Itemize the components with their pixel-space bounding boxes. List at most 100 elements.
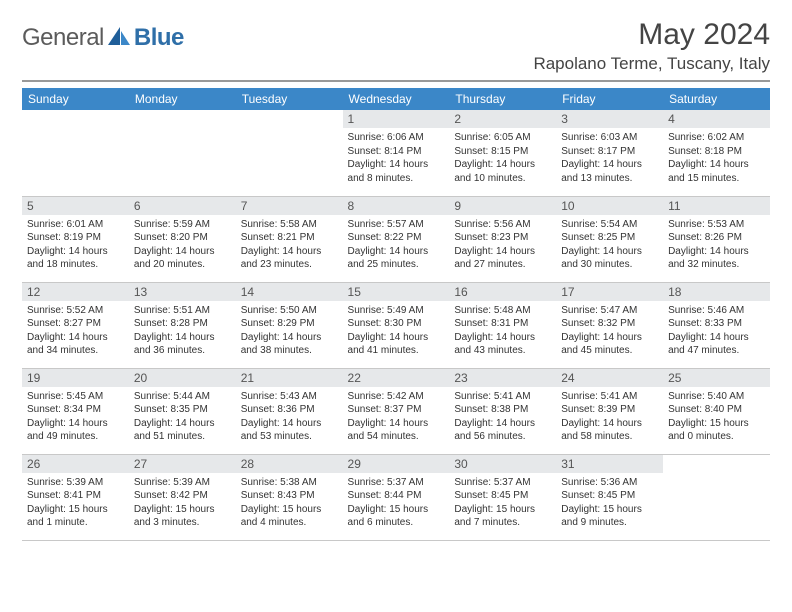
calendar-cell: [663, 454, 770, 540]
weekday-header: Saturday: [663, 88, 770, 110]
calendar-cell: 4Sunrise: 6:02 AMSunset: 8:18 PMDaylight…: [663, 110, 770, 196]
calendar-cell: 15Sunrise: 5:49 AMSunset: 8:30 PMDayligh…: [343, 282, 450, 368]
day-info-line: Sunrise: 5:56 AM: [454, 218, 551, 232]
day-info: Sunrise: 5:37 AMSunset: 8:44 PMDaylight:…: [343, 473, 450, 532]
weekday-header: Wednesday: [343, 88, 450, 110]
day-number: 8: [343, 197, 450, 215]
calendar-row: 5Sunrise: 6:01 AMSunset: 8:19 PMDaylight…: [22, 196, 770, 282]
day-info: Sunrise: 5:56 AMSunset: 8:23 PMDaylight:…: [449, 215, 556, 274]
weekday-header: Thursday: [449, 88, 556, 110]
calendar-row: 12Sunrise: 5:52 AMSunset: 8:27 PMDayligh…: [22, 282, 770, 368]
day-info-line: Sunset: 8:41 PM: [27, 489, 124, 503]
day-info-line: Sunset: 8:17 PM: [561, 145, 658, 159]
day-info: Sunrise: 5:44 AMSunset: 8:35 PMDaylight:…: [129, 387, 236, 446]
day-info-line: Sunset: 8:45 PM: [561, 489, 658, 503]
day-info: Sunrise: 6:01 AMSunset: 8:19 PMDaylight:…: [22, 215, 129, 274]
day-info-line: Sunset: 8:34 PM: [27, 403, 124, 417]
day-info-line: Daylight: 15 hours and 0 minutes.: [668, 417, 765, 444]
day-info-line: Daylight: 14 hours and 56 minutes.: [454, 417, 551, 444]
day-info-line: Sunrise: 6:03 AM: [561, 131, 658, 145]
day-info-line: Sunset: 8:27 PM: [27, 317, 124, 331]
day-info: Sunrise: 5:40 AMSunset: 8:40 PMDaylight:…: [663, 387, 770, 446]
day-number: 10: [556, 197, 663, 215]
day-info: Sunrise: 5:36 AMSunset: 8:45 PMDaylight:…: [556, 473, 663, 532]
calendar-cell: 9Sunrise: 5:56 AMSunset: 8:23 PMDaylight…: [449, 196, 556, 282]
day-number: 13: [129, 283, 236, 301]
day-info-line: Daylight: 14 hours and 13 minutes.: [561, 158, 658, 185]
day-info-line: Sunrise: 5:44 AM: [134, 390, 231, 404]
day-info-line: Sunset: 8:45 PM: [454, 489, 551, 503]
header: General Blue May 2024 Rapolano Terme, Tu…: [22, 18, 770, 74]
calendar-cell: 2Sunrise: 6:05 AMSunset: 8:15 PMDaylight…: [449, 110, 556, 196]
day-info-line: Sunrise: 5:54 AM: [561, 218, 658, 232]
day-info: Sunrise: 5:45 AMSunset: 8:34 PMDaylight:…: [22, 387, 129, 446]
day-info-line: Sunset: 8:19 PM: [27, 231, 124, 245]
day-info: Sunrise: 6:05 AMSunset: 8:15 PMDaylight:…: [449, 128, 556, 187]
day-number: 4: [663, 110, 770, 128]
day-number: 26: [22, 455, 129, 473]
calendar-cell: 18Sunrise: 5:46 AMSunset: 8:33 PMDayligh…: [663, 282, 770, 368]
day-info-line: Daylight: 14 hours and 18 minutes.: [27, 245, 124, 272]
calendar-cell: 12Sunrise: 5:52 AMSunset: 8:27 PMDayligh…: [22, 282, 129, 368]
day-number: 9: [449, 197, 556, 215]
day-info-line: Sunrise: 5:39 AM: [27, 476, 124, 490]
day-info-line: Daylight: 14 hours and 25 minutes.: [348, 245, 445, 272]
calendar-cell: 14Sunrise: 5:50 AMSunset: 8:29 PMDayligh…: [236, 282, 343, 368]
weekday-header: Tuesday: [236, 88, 343, 110]
day-info-line: Daylight: 14 hours and 36 minutes.: [134, 331, 231, 358]
day-info-line: Daylight: 14 hours and 20 minutes.: [134, 245, 231, 272]
day-info-line: Sunset: 8:15 PM: [454, 145, 551, 159]
day-info-line: Sunset: 8:40 PM: [668, 403, 765, 417]
day-info-line: Sunrise: 5:49 AM: [348, 304, 445, 318]
month-title: May 2024: [533, 18, 770, 52]
day-info-line: Sunrise: 5:40 AM: [668, 390, 765, 404]
day-number: 27: [129, 455, 236, 473]
day-info-line: Sunrise: 5:48 AM: [454, 304, 551, 318]
calendar-cell: 1Sunrise: 6:06 AMSunset: 8:14 PMDaylight…: [343, 110, 450, 196]
weekday-header-row: Sunday Monday Tuesday Wednesday Thursday…: [22, 88, 770, 110]
day-info-line: Sunset: 8:14 PM: [348, 145, 445, 159]
day-info-line: Sunset: 8:42 PM: [134, 489, 231, 503]
day-number: 1: [343, 110, 450, 128]
day-info-line: Daylight: 14 hours and 27 minutes.: [454, 245, 551, 272]
day-info-line: Daylight: 14 hours and 58 minutes.: [561, 417, 658, 444]
day-info-line: Daylight: 14 hours and 51 minutes.: [134, 417, 231, 444]
day-info-line: Sunrise: 5:39 AM: [134, 476, 231, 490]
calendar-cell: 22Sunrise: 5:42 AMSunset: 8:37 PMDayligh…: [343, 368, 450, 454]
day-info-line: Daylight: 15 hours and 6 minutes.: [348, 503, 445, 530]
day-info: Sunrise: 5:52 AMSunset: 8:27 PMDaylight:…: [22, 301, 129, 360]
day-info-line: Sunrise: 5:41 AM: [454, 390, 551, 404]
day-number: 7: [236, 197, 343, 215]
day-number: 19: [22, 369, 129, 387]
day-info: Sunrise: 5:41 AMSunset: 8:38 PMDaylight:…: [449, 387, 556, 446]
day-info: Sunrise: 5:39 AMSunset: 8:41 PMDaylight:…: [22, 473, 129, 532]
calendar-cell: 30Sunrise: 5:37 AMSunset: 8:45 PMDayligh…: [449, 454, 556, 540]
calendar-cell: 21Sunrise: 5:43 AMSunset: 8:36 PMDayligh…: [236, 368, 343, 454]
day-info-line: Daylight: 14 hours and 32 minutes.: [668, 245, 765, 272]
day-info-line: Sunrise: 5:37 AM: [348, 476, 445, 490]
day-number: 16: [449, 283, 556, 301]
day-info-line: Sunset: 8:32 PM: [561, 317, 658, 331]
day-info-line: Sunrise: 6:06 AM: [348, 131, 445, 145]
day-info-line: Sunset: 8:31 PM: [454, 317, 551, 331]
day-info-line: Sunset: 8:35 PM: [134, 403, 231, 417]
day-info-line: Sunrise: 5:57 AM: [348, 218, 445, 232]
calendar-cell: [22, 110, 129, 196]
calendar-cell: 23Sunrise: 5:41 AMSunset: 8:38 PMDayligh…: [449, 368, 556, 454]
day-info-line: Sunset: 8:43 PM: [241, 489, 338, 503]
calendar-cell: 8Sunrise: 5:57 AMSunset: 8:22 PMDaylight…: [343, 196, 450, 282]
day-number: 30: [449, 455, 556, 473]
day-info: Sunrise: 5:38 AMSunset: 8:43 PMDaylight:…: [236, 473, 343, 532]
calendar-cell: 7Sunrise: 5:58 AMSunset: 8:21 PMDaylight…: [236, 196, 343, 282]
day-number: 29: [343, 455, 450, 473]
day-info-line: Sunset: 8:26 PM: [668, 231, 765, 245]
day-info: Sunrise: 5:49 AMSunset: 8:30 PMDaylight:…: [343, 301, 450, 360]
calendar-cell: 20Sunrise: 5:44 AMSunset: 8:35 PMDayligh…: [129, 368, 236, 454]
day-info: Sunrise: 5:58 AMSunset: 8:21 PMDaylight:…: [236, 215, 343, 274]
weekday-header: Friday: [556, 88, 663, 110]
day-info-line: Sunrise: 5:58 AM: [241, 218, 338, 232]
calendar-row: 26Sunrise: 5:39 AMSunset: 8:41 PMDayligh…: [22, 454, 770, 540]
calendar-cell: 11Sunrise: 5:53 AMSunset: 8:26 PMDayligh…: [663, 196, 770, 282]
calendar-cell: 3Sunrise: 6:03 AMSunset: 8:17 PMDaylight…: [556, 110, 663, 196]
day-info-line: Daylight: 14 hours and 41 minutes.: [348, 331, 445, 358]
